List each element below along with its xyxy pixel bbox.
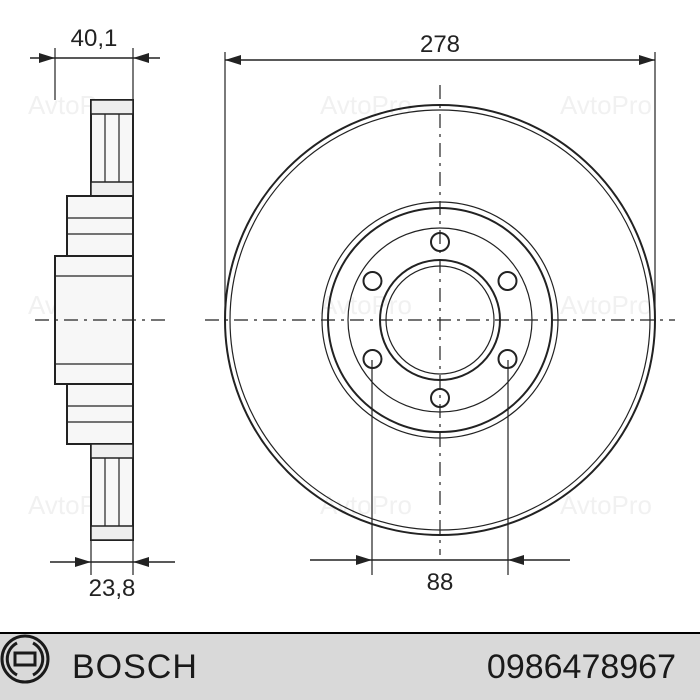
dim-thickness-value: 23,8 — [89, 575, 136, 602]
bosch-logo-icon — [18, 640, 72, 694]
side-view — [35, 100, 165, 540]
front-view — [205, 85, 675, 555]
dim-height-value: 40,1 — [71, 25, 118, 52]
dim-thickness: 23,8 — [50, 540, 175, 602]
footer-bar: BOSCH 0986478967 — [0, 632, 700, 700]
part-number: 0986478967 — [487, 648, 676, 687]
brand-label: BOSCH — [72, 648, 198, 687]
dim-outer-diameter-value: 278 — [420, 31, 460, 58]
drawing-stage: { "drawing": { "type": "engineering-diag… — [0, 0, 700, 700]
dim-bcd-value: 88 — [427, 569, 454, 596]
technical-drawing: 278 88 — [0, 0, 700, 700]
dim-overall-height: 40,1 — [30, 25, 160, 100]
